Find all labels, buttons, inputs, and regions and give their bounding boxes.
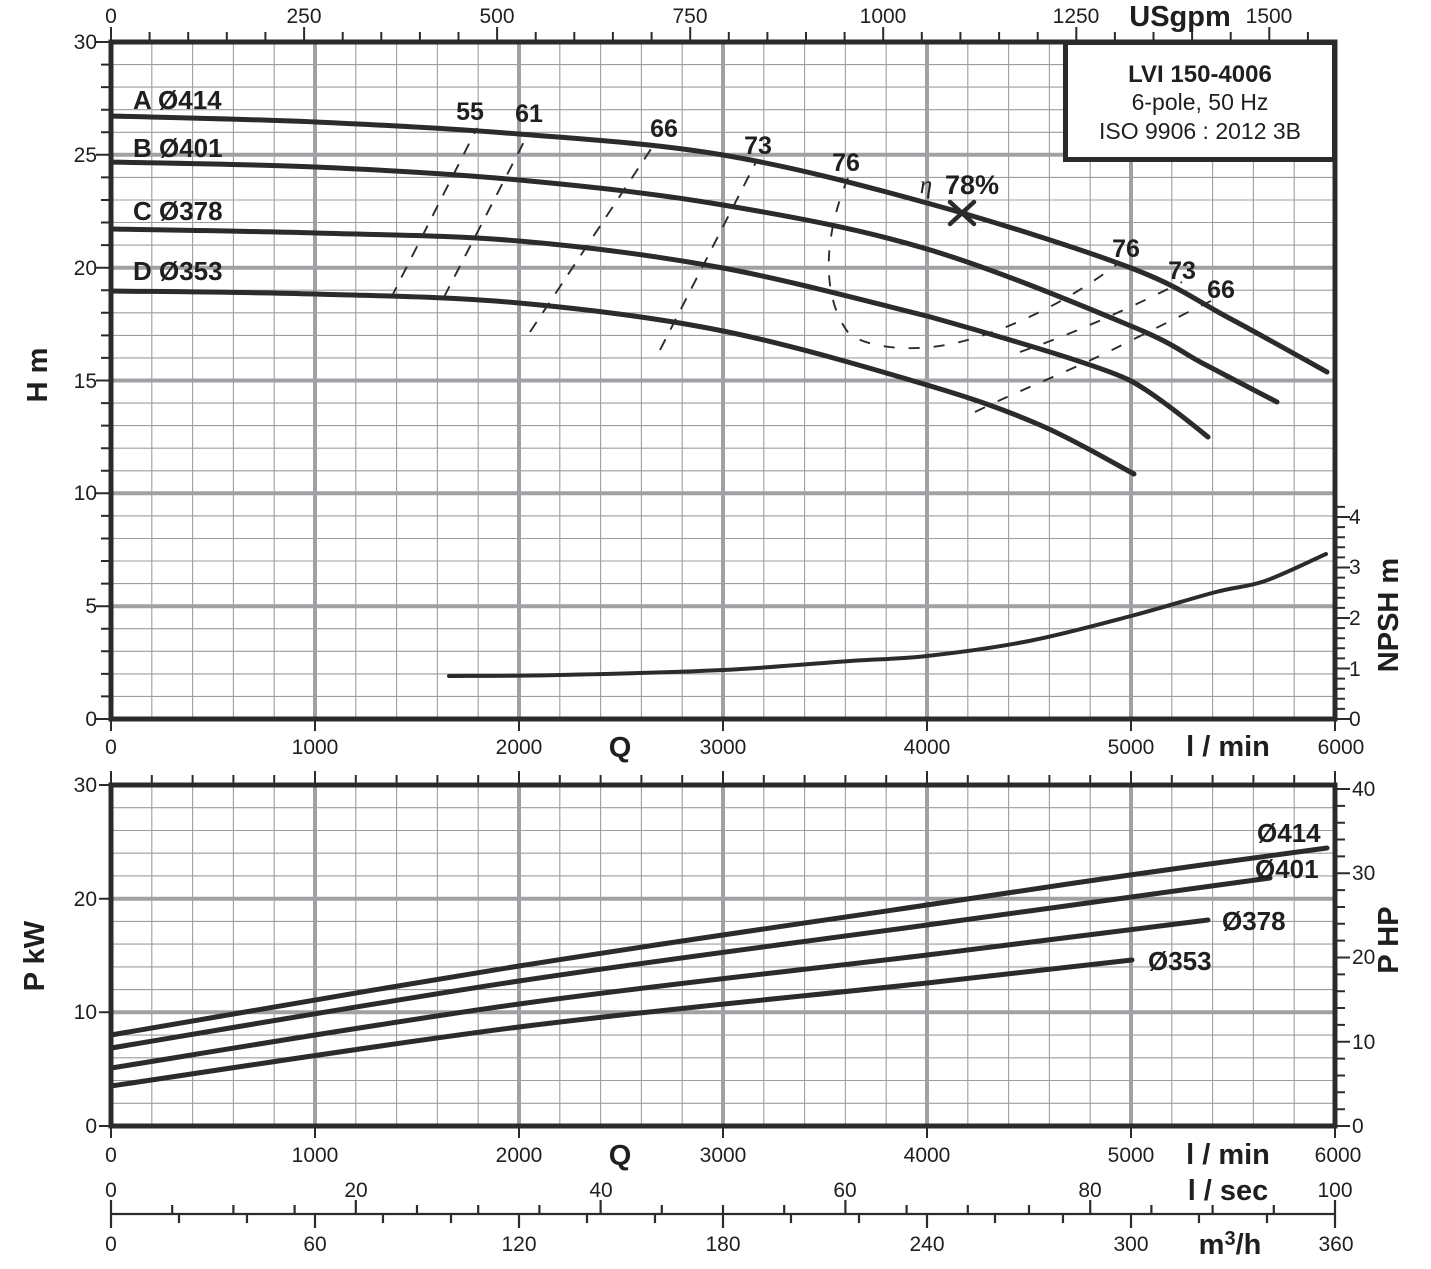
- svg-text:5: 5: [85, 595, 97, 618]
- svg-text:1500: 1500: [1246, 5, 1293, 28]
- svg-text:5000: 5000: [1108, 1144, 1155, 1167]
- svg-text:4: 4: [1349, 506, 1361, 529]
- svg-text:360: 360: [1318, 1233, 1353, 1256]
- svg-text:250: 250: [286, 5, 321, 28]
- svg-text:3000: 3000: [700, 736, 747, 759]
- svg-text:B Ø401: B Ø401: [133, 133, 223, 163]
- svg-text:1000: 1000: [860, 5, 907, 28]
- svg-text:Ø401: Ø401: [1255, 854, 1319, 884]
- svg-text:2000: 2000: [496, 736, 543, 759]
- svg-text:76: 76: [1112, 235, 1140, 263]
- svg-text:30: 30: [1352, 862, 1375, 885]
- svg-text:66: 66: [1207, 276, 1235, 304]
- svg-text:0: 0: [85, 1115, 97, 1138]
- svg-text:120: 120: [501, 1233, 536, 1256]
- svg-text:6000: 6000: [1315, 1144, 1362, 1167]
- svg-text:80: 80: [1078, 1179, 1101, 1202]
- svg-text:73: 73: [744, 132, 772, 160]
- svg-text:0: 0: [85, 708, 97, 731]
- svg-text:4000: 4000: [904, 736, 951, 759]
- svg-text:0: 0: [1349, 708, 1361, 731]
- svg-text:73: 73: [1168, 257, 1196, 285]
- svg-text:NPSH m: NPSH m: [1373, 558, 1405, 672]
- svg-text:2000: 2000: [496, 1144, 543, 1167]
- svg-text:60: 60: [303, 1233, 326, 1256]
- svg-text:500: 500: [479, 5, 514, 28]
- svg-text:P kW: P kW: [19, 920, 51, 991]
- svg-text:LVI 150-4006: LVI 150-4006: [1128, 61, 1272, 88]
- svg-text:C Ø378: C Ø378: [133, 196, 223, 226]
- svg-text:66: 66: [650, 115, 678, 143]
- svg-text:Q: Q: [609, 732, 632, 764]
- svg-text:1250: 1250: [1053, 5, 1100, 28]
- svg-text:55: 55: [456, 98, 484, 126]
- svg-text:61: 61: [515, 100, 543, 128]
- svg-text:40: 40: [589, 1179, 612, 1202]
- svg-text:15: 15: [74, 370, 97, 393]
- svg-text:3000: 3000: [700, 1144, 747, 1167]
- svg-text:10: 10: [74, 482, 97, 505]
- svg-text:4000: 4000: [904, 1144, 951, 1167]
- svg-text:l / min: l / min: [1186, 1139, 1270, 1171]
- svg-text:60: 60: [833, 1179, 856, 1202]
- svg-text:240: 240: [909, 1233, 944, 1256]
- svg-text:0: 0: [105, 1144, 117, 1167]
- svg-text:ISO 9906 : 2012 3B: ISO 9906 : 2012 3B: [1099, 118, 1301, 144]
- svg-text:10: 10: [1352, 1031, 1375, 1054]
- svg-text:750: 750: [672, 5, 707, 28]
- svg-text:40: 40: [1352, 778, 1375, 801]
- svg-text:0: 0: [105, 5, 117, 28]
- svg-text:l / sec: l / sec: [1188, 1175, 1269, 1207]
- svg-text:Ø378: Ø378: [1222, 906, 1286, 936]
- svg-text:20: 20: [1352, 946, 1375, 969]
- svg-text:1000: 1000: [292, 736, 339, 759]
- svg-text:USgpm: USgpm: [1129, 1, 1231, 33]
- svg-text:25: 25: [74, 144, 97, 167]
- svg-text:20: 20: [74, 888, 97, 911]
- svg-text:Q: Q: [609, 1140, 632, 1172]
- svg-text:0: 0: [105, 736, 117, 759]
- svg-text:78%: 78%: [945, 170, 999, 200]
- svg-text:20: 20: [74, 257, 97, 280]
- svg-text:P HP: P HP: [1373, 906, 1405, 973]
- svg-text:H m: H m: [22, 348, 54, 403]
- svg-text:5000: 5000: [1108, 736, 1155, 759]
- svg-text:180: 180: [705, 1233, 740, 1256]
- svg-text:Ø414: Ø414: [1257, 818, 1321, 848]
- svg-text:0: 0: [105, 1233, 117, 1256]
- svg-text:76: 76: [832, 149, 860, 177]
- svg-text:30: 30: [74, 774, 97, 797]
- svg-text:A Ø414: A Ø414: [133, 85, 222, 115]
- svg-text:D Ø353: D Ø353: [133, 256, 223, 286]
- svg-text:1000: 1000: [292, 1144, 339, 1167]
- svg-text:η: η: [920, 172, 932, 199]
- svg-text:2: 2: [1349, 607, 1361, 630]
- svg-text:0: 0: [1352, 1115, 1364, 1138]
- svg-text:l / min: l / min: [1186, 731, 1270, 763]
- svg-text:0: 0: [105, 1179, 117, 1202]
- svg-text:10: 10: [74, 1001, 97, 1024]
- svg-text:100: 100: [1317, 1179, 1352, 1202]
- svg-text:6000: 6000: [1318, 736, 1365, 759]
- svg-text:30: 30: [74, 31, 97, 54]
- svg-text:3: 3: [1349, 556, 1361, 579]
- svg-text:300: 300: [1113, 1233, 1148, 1256]
- svg-text:6-pole, 50 Hz: 6-pole, 50 Hz: [1132, 89, 1269, 115]
- svg-text:Ø353: Ø353: [1148, 946, 1212, 976]
- svg-text:1: 1: [1349, 658, 1361, 681]
- svg-text:20: 20: [344, 1179, 367, 1202]
